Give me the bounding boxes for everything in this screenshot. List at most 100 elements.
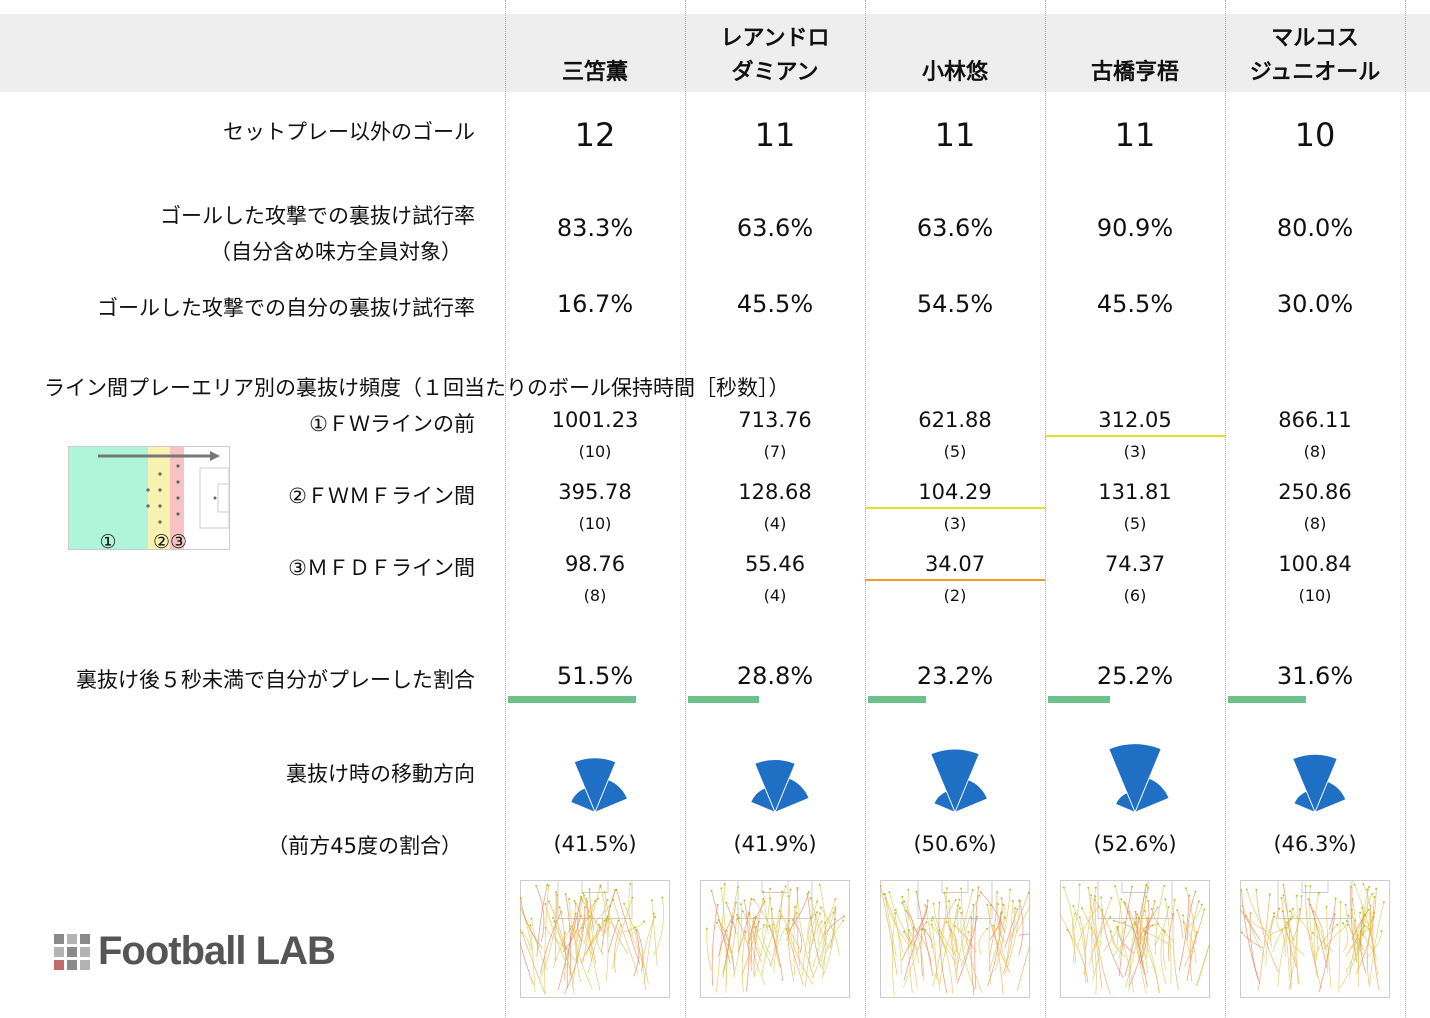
player-name-line: 古橋亨梧 <box>1090 60 1179 85</box>
zone-2-value: 395.78 <box>558 480 632 504</box>
zone-1-value: 713.76 <box>738 408 812 432</box>
column-divider <box>505 0 506 1018</box>
direction-wedge <box>774 777 810 814</box>
direction-fan-chart <box>750 759 810 814</box>
play-within-5s-bar <box>1048 696 1110 703</box>
team-run-rate-value: 90.9% <box>1096 214 1174 242</box>
zone-3-count: (2) <box>943 586 967 605</box>
zone-3-count: (6) <box>1123 586 1147 605</box>
zone-1-count: (3) <box>1123 442 1147 461</box>
zone-highlight-line <box>865 579 1045 581</box>
zone-2-value: 128.68 <box>738 480 812 504</box>
player-name-line: 三笘薫 <box>561 60 628 85</box>
zone-1-area <box>68 446 148 550</box>
player-name-line: 小林悠 <box>921 60 988 85</box>
label-own-run-rate: ゴールした攻撃での自分の裏抜け試行率 <box>97 296 475 320</box>
goals-value: 11 <box>1114 116 1156 154</box>
team-run-rate-value: 80.0% <box>1276 214 1354 242</box>
own-run-rate-value: 16.7% <box>556 290 634 318</box>
run-trajectory-map <box>880 880 1030 998</box>
direction-wedge <box>1108 743 1162 814</box>
zone-1-count: (10) <box>578 442 612 461</box>
zone-1-count: (5) <box>943 442 967 461</box>
run-trajectory-map <box>520 880 670 998</box>
zone-2-count: (10) <box>578 514 612 533</box>
zone-1-value: 312.05 <box>1098 408 1172 432</box>
direction-wedge <box>570 787 596 814</box>
play-within-5s-bar <box>1228 696 1306 703</box>
play-within-5s-value: 51.5% <box>556 662 634 690</box>
zone-2-value: 250.86 <box>1278 480 1352 504</box>
label-zone-1: ①ＦＷラインの前 <box>309 412 475 436</box>
direction-wedge <box>754 759 796 814</box>
forward-45-value: (50.6%) <box>913 832 997 856</box>
football-lab-logo: Football LAB <box>54 929 336 974</box>
label-play-within-5s: 裏抜け後５秒未満で自分がプレーした割合 <box>76 668 475 692</box>
label-zone-2: ②ＦＷＭＦライン間 <box>288 484 475 508</box>
play-within-5s-bar <box>688 696 759 703</box>
direction-wedge <box>1292 753 1338 814</box>
forward-45-value: (41.5%) <box>553 832 637 856</box>
arrow-head <box>210 451 220 461</box>
zone-3-count: (8) <box>583 586 607 605</box>
column-divider <box>865 0 866 1018</box>
direction-wedge <box>933 790 956 814</box>
zone-3-value: 34.07 <box>924 552 986 576</box>
column-divider <box>1225 0 1226 1018</box>
zone-2-count: (5) <box>1123 514 1147 533</box>
run-trajectory-map <box>700 880 850 998</box>
direction-wedge <box>1293 790 1316 814</box>
team-run-rate-value: 63.6% <box>916 214 994 242</box>
zone-1-value: 866.11 <box>1278 408 1352 432</box>
player-name: 小林悠 <box>865 22 1045 90</box>
forward-45-value: (52.6%) <box>1093 832 1177 856</box>
player-name-line: ダミアン <box>731 60 819 85</box>
zone-2-count: (8) <box>1303 514 1327 533</box>
column-divider <box>685 0 686 1018</box>
direction-wedge <box>750 787 776 814</box>
direction-wedge <box>954 779 989 814</box>
goals-value: 11 <box>934 116 976 154</box>
zone-3-value: 55.46 <box>744 552 806 576</box>
label-direction: 裏抜け時の移動方向 <box>286 762 475 786</box>
direction-fan-chart <box>930 748 989 814</box>
direction-wedge <box>594 779 629 814</box>
zone-1-count: (7) <box>763 442 787 461</box>
direction-wedge <box>1134 777 1170 814</box>
zone-3-count: (4) <box>763 586 787 605</box>
direction-wedge <box>1114 792 1136 814</box>
player-name-line: マルコス <box>1271 26 1359 51</box>
section-title: ライン間プレーエリア別の裏抜け頻度（１回当たりのボール保持時間［秒数］） <box>44 376 790 400</box>
play-within-5s-value: 25.2% <box>1096 662 1174 690</box>
direction-fan-chart <box>570 757 629 814</box>
direction-fan-chart <box>1292 753 1347 814</box>
column-divider <box>1045 0 1046 1018</box>
label-team-run-rate-note: （自分含め味方全員対象） <box>210 240 462 264</box>
zone-1-count: (8) <box>1303 442 1327 461</box>
penalty-spot <box>213 496 217 500</box>
goals-value: 10 <box>1294 116 1336 154</box>
zone-2-value: 104.29 <box>918 480 992 504</box>
own-run-rate-value: 54.5% <box>916 290 994 318</box>
player-name: 三笘薫 <box>505 22 685 90</box>
player-name-line: ジュニオール <box>1249 60 1381 85</box>
zone-highlight-line <box>1045 435 1225 437</box>
zone-2-area <box>148 446 170 550</box>
header-band <box>0 14 1430 92</box>
play-within-5s-value: 23.2% <box>916 662 994 690</box>
direction-wedge <box>930 748 980 814</box>
own-run-rate-value: 45.5% <box>736 290 814 318</box>
player-name: マルコスジュニオール <box>1225 22 1405 90</box>
zone-3-value: 74.37 <box>1104 552 1166 576</box>
zone-2-value: 131.81 <box>1098 480 1172 504</box>
direction-wedge <box>1314 780 1347 814</box>
own-run-rate-value: 30.0% <box>1276 290 1354 318</box>
label-team-run-rate: ゴールした攻撃での裏抜け試行率 <box>160 204 475 228</box>
player-dots <box>146 464 180 524</box>
zone-1-value: 621.88 <box>918 408 992 432</box>
team-run-rate-value: 63.6% <box>736 214 814 242</box>
play-within-5s-bar <box>868 696 926 703</box>
own-run-rate-value: 45.5% <box>1096 290 1174 318</box>
player-name: レアンドロ ダミアン <box>685 22 865 90</box>
play-within-5s-bar <box>508 696 636 703</box>
